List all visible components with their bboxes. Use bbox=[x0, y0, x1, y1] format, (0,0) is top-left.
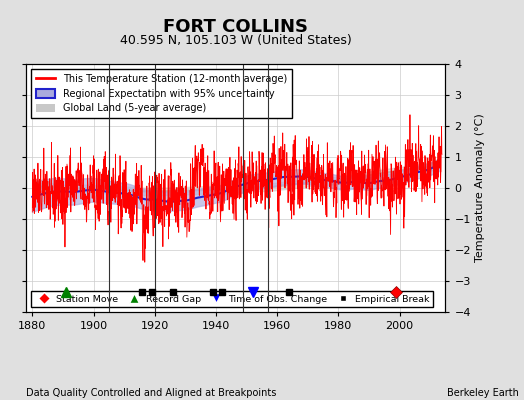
Legend: Station Move, Record Gap, Time of Obs. Change, Empirical Break: Station Move, Record Gap, Time of Obs. C… bbox=[31, 291, 433, 307]
Y-axis label: Temperature Anomaly (°C): Temperature Anomaly (°C) bbox=[475, 114, 485, 262]
Text: 40.595 N, 105.103 W (United States): 40.595 N, 105.103 W (United States) bbox=[120, 34, 352, 47]
Text: Berkeley Earth: Berkeley Earth bbox=[447, 388, 519, 398]
Text: Data Quality Controlled and Aligned at Breakpoints: Data Quality Controlled and Aligned at B… bbox=[26, 388, 277, 398]
Text: FORT COLLINS: FORT COLLINS bbox=[163, 18, 308, 36]
